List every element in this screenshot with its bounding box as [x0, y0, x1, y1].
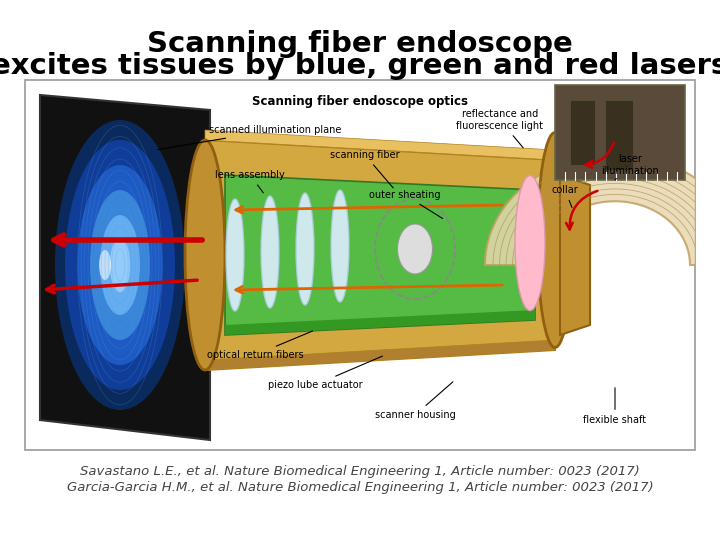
Ellipse shape: [261, 196, 279, 308]
Ellipse shape: [185, 140, 225, 370]
Text: optical return fibers: optical return fibers: [207, 331, 312, 360]
Ellipse shape: [65, 140, 175, 390]
Text: piezo lube actuator: piezo lube actuator: [268, 356, 382, 390]
Polygon shape: [225, 175, 535, 335]
Bar: [555, 85, 685, 180]
Text: excites tissues by blue, green and red lasers: excites tissues by blue, green and red l…: [0, 52, 720, 80]
Polygon shape: [225, 310, 535, 335]
Ellipse shape: [100, 215, 140, 315]
Polygon shape: [205, 130, 555, 160]
Ellipse shape: [538, 132, 572, 348]
Polygon shape: [560, 175, 590, 335]
Text: flexible shaft: flexible shaft: [583, 388, 647, 425]
Ellipse shape: [78, 165, 163, 365]
Text: Savastano L.E., et al. Nature Biomedical Engineering 1, Article number: 0023 (20: Savastano L.E., et al. Nature Biomedical…: [80, 465, 640, 478]
Text: scanning fiber: scanning fiber: [330, 150, 400, 188]
Text: outer sheating: outer sheating: [369, 190, 443, 219]
Ellipse shape: [397, 224, 433, 274]
Ellipse shape: [331, 190, 349, 302]
Bar: [605, 100, 633, 170]
Bar: [25, 80, 695, 450]
Ellipse shape: [99, 250, 111, 280]
Bar: [570, 100, 595, 165]
Polygon shape: [205, 140, 555, 370]
Text: scanned illumination plane: scanned illumination plane: [158, 125, 341, 150]
Text: laser
illumination: laser illumination: [601, 154, 659, 180]
Text: Scanning fiber endoscope: Scanning fiber endoscope: [147, 30, 573, 58]
Text: lens assembly: lens assembly: [215, 170, 285, 193]
Polygon shape: [205, 340, 555, 370]
Ellipse shape: [55, 120, 185, 410]
Text: reflectance and
fluorescence light: reflectance and fluorescence light: [456, 109, 544, 148]
Ellipse shape: [226, 199, 244, 311]
Ellipse shape: [110, 238, 130, 293]
Text: scanner housing: scanner housing: [374, 382, 455, 420]
Ellipse shape: [515, 176, 545, 310]
Polygon shape: [40, 95, 210, 440]
Polygon shape: [485, 154, 720, 265]
Text: Scanning fiber endoscope optics: Scanning fiber endoscope optics: [252, 95, 468, 108]
Ellipse shape: [90, 190, 150, 340]
Ellipse shape: [296, 193, 314, 305]
Text: collar: collar: [552, 185, 578, 207]
Text: Garcia-Garcia H.M., et al. Nature Biomedical Engineering 1, Article number: 0023: Garcia-Garcia H.M., et al. Nature Biomed…: [67, 482, 653, 495]
